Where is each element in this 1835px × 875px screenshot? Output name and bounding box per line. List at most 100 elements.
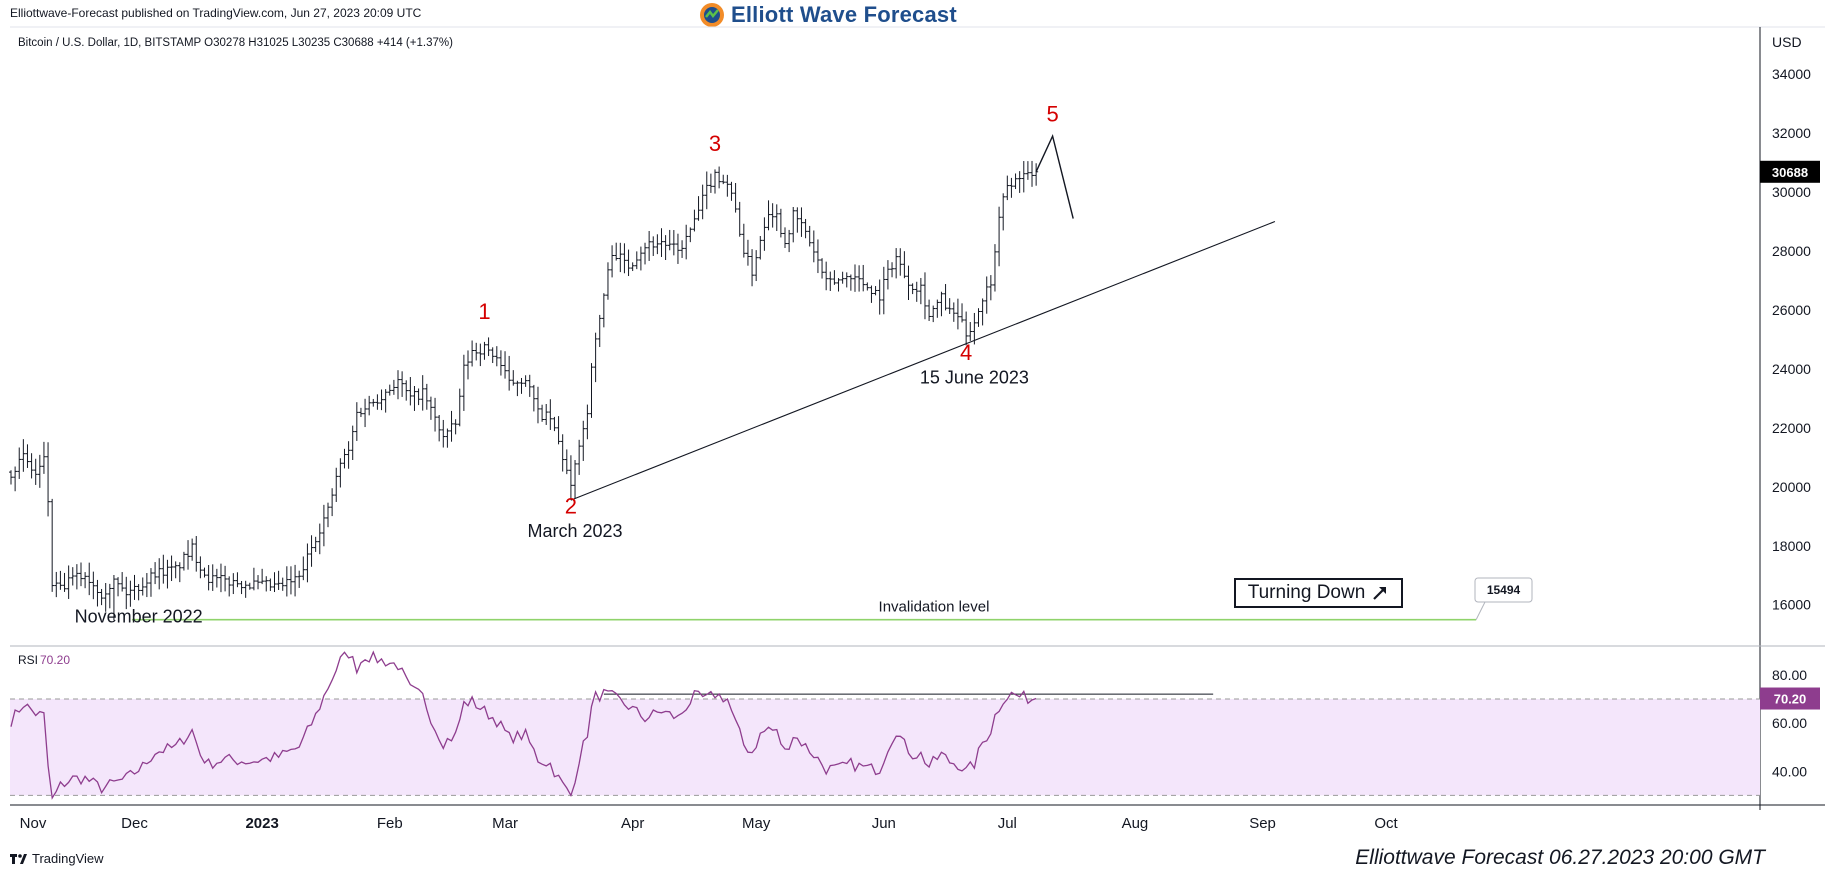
price-bar (95, 579, 100, 607)
price-bar (103, 582, 108, 612)
price-bar (74, 564, 79, 590)
price-bar (1030, 160, 1035, 187)
price-bar (848, 274, 853, 291)
tradingview-logo[interactable]: TradingView (10, 851, 104, 866)
rsi-pane: RSI 70.20 (10, 650, 1760, 800)
price-bar (124, 576, 129, 610)
price-bar (811, 230, 816, 263)
price-bar (25, 444, 30, 468)
chart-frame (10, 26, 1825, 810)
price-bar (1025, 161, 1030, 180)
price-bar (210, 564, 215, 591)
support-trendline (570, 221, 1276, 501)
rsi-axis: 40.00 60.00 80.00 (1772, 667, 1807, 779)
price-bar (799, 207, 804, 237)
price-bar (605, 262, 610, 300)
price-bar (630, 262, 635, 272)
price-bar (387, 384, 392, 396)
price-bar (309, 535, 314, 567)
price-bar (297, 570, 302, 588)
price-bar (1001, 193, 1006, 231)
svg-text:70.20: 70.20 (1774, 692, 1807, 707)
price-bar (713, 169, 718, 194)
price-bar (470, 340, 475, 367)
price-bar (680, 240, 685, 258)
time-tick-1: Dec (121, 815, 148, 832)
price-bar (120, 572, 125, 592)
price-bar (820, 258, 825, 279)
price-bar (190, 538, 195, 561)
price-bar (770, 203, 775, 228)
price-bar (313, 536, 318, 552)
price-bar (568, 455, 573, 501)
currency-label: USD (1772, 34, 1802, 50)
price-bar (754, 250, 759, 282)
footer-timestamp: Elliottwave Forecast 06.27.2023 20:00 GM… (1355, 846, 1765, 869)
price-bar (647, 231, 652, 261)
price-bar (795, 207, 800, 233)
price-bar (708, 173, 713, 193)
price-bar (556, 416, 561, 445)
brand-logo-icon (700, 3, 724, 27)
price-bar (342, 448, 347, 469)
svg-text:15494: 15494 (1487, 583, 1521, 597)
price-bar (535, 386, 540, 424)
price-bar (943, 284, 948, 311)
price-bar (651, 236, 656, 256)
price-bar (379, 389, 384, 411)
wave-label-4: 4 (960, 340, 972, 365)
time-tick-5: Apr (621, 815, 644, 832)
price-bar (980, 298, 985, 326)
price-bar (437, 414, 442, 442)
price-bar (260, 568, 265, 585)
price-bar (778, 208, 783, 238)
price-bar (346, 441, 351, 469)
price-axis: 16000 18000 20000 22000 24000 26000 28000 30000… (1772, 66, 1811, 613)
price-bar (704, 171, 709, 210)
time-tick-11: Oct (1374, 815, 1398, 832)
rsi-band (10, 699, 1760, 796)
price-bar (83, 572, 88, 589)
price-bar (910, 283, 915, 295)
price-bar (338, 458, 343, 488)
price-bar (610, 245, 615, 278)
wave-label-2: 2 (565, 493, 577, 518)
price-bar (729, 181, 734, 201)
last-price-badge: 30688 (1760, 160, 1820, 183)
price-bar (960, 303, 965, 323)
price-bar (445, 428, 450, 448)
price-bar (153, 562, 158, 585)
price-tick-8: 32000 (1772, 125, 1811, 141)
tradingview-icon (10, 853, 27, 864)
price-bar (511, 370, 516, 386)
price-bar (214, 568, 219, 588)
date-annotations: March 2023 15 June 2023 November 2022 (75, 368, 1029, 627)
price-bar (161, 554, 166, 584)
price-bar (223, 565, 228, 592)
price-bar (50, 498, 55, 592)
price-bar (408, 377, 413, 406)
date-annotation-2: November 2022 (75, 606, 203, 626)
price-bar (881, 266, 886, 315)
brand-header: Elliott Wave Forecast (699, 2, 957, 28)
price-bar (37, 454, 42, 488)
time-tick-2: 2023 (245, 815, 278, 832)
price-bar (976, 308, 981, 327)
price-bar (824, 261, 829, 291)
price-bar (367, 395, 372, 416)
price-bar (330, 488, 335, 517)
price-bar (486, 337, 491, 357)
price-bar (99, 588, 104, 606)
time-axis: Nov Dec 2023 Feb Mar Apr May Jun Jul Aug Sep Oct (20, 815, 1399, 832)
price-bar (474, 342, 479, 361)
price-bar (177, 562, 182, 583)
time-tick-3: Feb (377, 815, 403, 832)
time-tick-7: Jun (872, 815, 896, 832)
price-bar (363, 398, 368, 428)
price-bar (78, 562, 83, 587)
price-bar (902, 251, 907, 279)
price-bar (955, 298, 960, 330)
price-bar (157, 558, 162, 590)
price-bar (498, 350, 503, 376)
